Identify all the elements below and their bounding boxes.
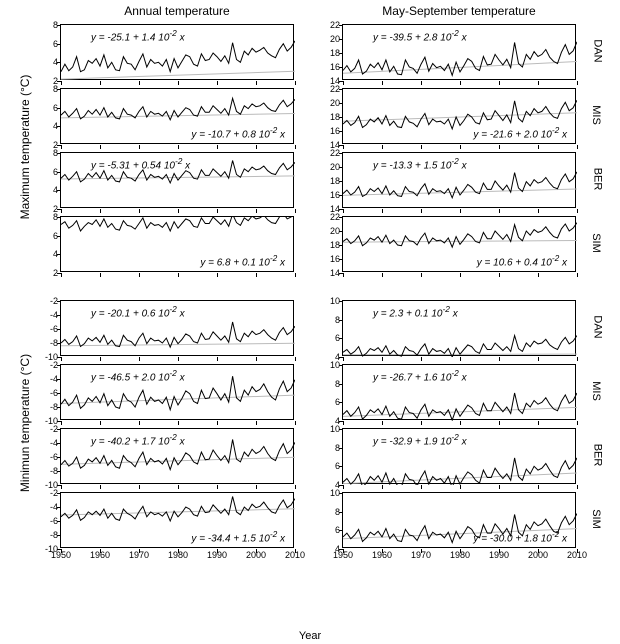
series-line: [343, 393, 577, 420]
station-label: SIM: [590, 233, 602, 253]
series-line: [343, 42, 577, 76]
series-line: [343, 458, 577, 485]
panel-mis-min-mayjun: 46810y = -26.7 + 1.6 10-2 x: [342, 364, 576, 420]
panel-sim-max-mayjun: 1416182022y = 10.6 + 0.4 10-2 x: [342, 216, 576, 272]
col-title-right: May-September temperature: [342, 4, 576, 18]
equation: y = -39.5 + 2.8 10-2 x: [373, 28, 467, 43]
trend-line: [343, 241, 577, 243]
station-label: DAN: [592, 39, 604, 62]
equation: y = -34.4 + 1.5 10-2 x: [191, 529, 285, 544]
equation: y = -25.1 + 1.4 10-2 x: [91, 28, 185, 43]
station-label: MIS: [590, 381, 602, 401]
equation: y = 6.8 + 0.1 10-2 x: [200, 253, 285, 268]
station-label: DAN: [592, 315, 604, 338]
panel-dan-min-annual: -10-8-6-4-2y = -20.1 + 0.6 10-2 x: [60, 300, 294, 356]
trend-line: [343, 473, 577, 484]
station-label: MIS: [590, 105, 602, 125]
panel-sim-min-mayjun: 468101950196019701980199020002010y = -30…: [342, 492, 576, 548]
series-line: [343, 223, 577, 248]
panel-ber-max-mayjun: 1416182022y = -13.3 + 1.5 10-2 x: [342, 152, 576, 208]
series-line: [61, 497, 295, 522]
station-label: SIM: [590, 509, 602, 529]
equation: y = -13.3 + 1.5 10-2 x: [373, 156, 467, 171]
figure: Annual temperature May-September tempera…: [0, 0, 620, 644]
equation: y = 2.3 + 0.1 10-2 x: [373, 304, 458, 319]
panel-dan-max-annual: 2468y = -25.1 + 1.4 10-2 x: [60, 24, 294, 80]
equation: y = 10.6 + 0.4 10-2 x: [477, 253, 567, 268]
equation: y = -10.7 + 0.8 10-2 x: [191, 125, 285, 140]
panel-sim-min-annual: -10-8-6-4-21950196019701980199020002010y…: [60, 492, 294, 548]
equation: y = -5.31 + 0.54 10-2 x: [91, 156, 190, 171]
panel-sim-max-annual: 2468y = 6.8 + 0.1 10-2 x: [60, 216, 294, 272]
panel-ber-min-mayjun: 46810y = -32.9 + 1.9 10-2 x: [342, 428, 576, 484]
equation: y = -26.7 + 1.6 10-2 x: [373, 368, 467, 383]
panel-dan-max-mayjun: 1416182022y = -39.5 + 2.8 10-2 x: [342, 24, 576, 80]
trend-line: [61, 176, 295, 179]
y-label-min: Minimun temperature (°C): [18, 338, 32, 508]
station-label: BER: [591, 168, 603, 191]
series-line: [61, 217, 295, 231]
equation: y = -20.1 + 0.6 10-2 x: [91, 304, 185, 319]
panel-mis-max-mayjun: 1416182022y = -21.6 + 2.0 10-2 x: [342, 88, 576, 144]
col-title-left: Annual temperature: [60, 4, 294, 18]
panel-ber-max-annual: 2468y = -5.31 + 0.54 10-2 x: [60, 152, 294, 208]
panel-dan-min-mayjun: 46810y = 2.3 + 0.1 10-2 x: [342, 300, 576, 356]
equation: y = -46.5 + 2.0 10-2 x: [91, 368, 185, 383]
y-label-max: Maximum temperature (°C): [18, 62, 32, 232]
trend-line: [61, 71, 295, 79]
equation: y = -30.0 + 1.8 10-2 x: [473, 529, 567, 544]
equation: y = -40.2 + 1.7 10-2 x: [91, 432, 185, 447]
equation: y = -21.6 + 2.0 10-2 x: [473, 125, 567, 140]
series-line: [61, 41, 295, 72]
equation: y = -32.9 + 1.9 10-2 x: [373, 432, 467, 447]
panel-mis-min-annual: -10-8-6-4-2y = -46.5 + 2.0 10-2 x: [60, 364, 294, 420]
station-label: BER: [591, 444, 603, 467]
panel-mis-max-annual: 2468y = -10.7 + 0.8 10-2 x: [60, 88, 294, 144]
panel-ber-min-annual: -10-8-6-4-2y = -40.2 + 1.7 10-2 x: [60, 428, 294, 484]
series-line: [61, 98, 295, 120]
x-axis-title: Year: [0, 630, 620, 642]
